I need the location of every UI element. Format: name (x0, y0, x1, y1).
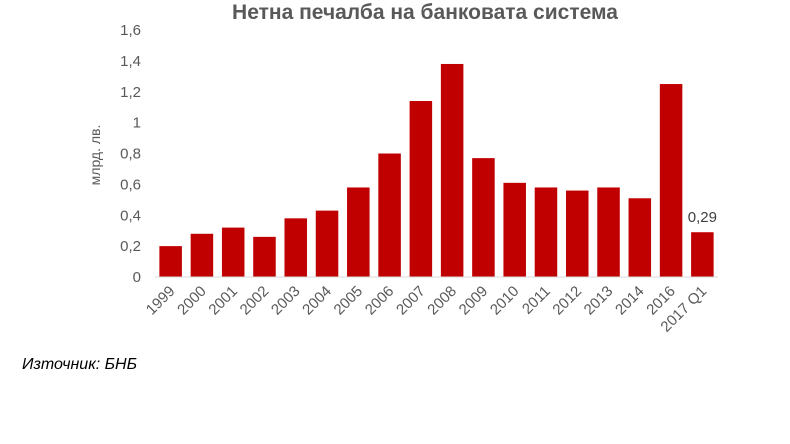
data-label: 0,29 (688, 209, 717, 226)
bar (190, 233, 214, 277)
y-tick-label: 0 (133, 269, 141, 286)
bar (347, 187, 370, 277)
bar (159, 246, 182, 277)
x-tick-label: 2001 (205, 283, 241, 319)
x-tick-label: 2006 (362, 283, 398, 319)
x-tick-label: 2014 (612, 283, 648, 319)
bar (628, 198, 652, 277)
bar (503, 182, 526, 277)
x-tick-label: 2012 (549, 283, 585, 319)
y-tick-label: 0,2 (120, 238, 141, 255)
bar (565, 190, 589, 277)
x-tick-label: 2008 (424, 283, 460, 319)
y-tick-label: 0,4 (120, 207, 141, 224)
y-tick-label: 0,6 (120, 176, 141, 193)
x-tick-label: 2000 (174, 283, 210, 319)
y-axis-label: млрд. лв. (87, 125, 103, 186)
x-tick-label: 2003 (268, 283, 304, 319)
chart-title: Нетна печалба на банковата система (232, 1, 618, 24)
y-axis-ticks: 0 0,2 0,4 0,6 0,8 1 1,2 1,4 1,6 (120, 22, 141, 286)
bar (534, 187, 558, 277)
y-tick-label: 1,2 (120, 84, 141, 101)
bar (409, 101, 433, 277)
x-tick-label: 2005 (331, 283, 367, 319)
bar (597, 187, 620, 277)
bar (378, 153, 401, 277)
x-tick-label: 2011 (519, 283, 554, 318)
y-tick-label: 0,8 (120, 146, 141, 163)
bar (315, 210, 339, 277)
x-tick-label: 2007 (393, 283, 429, 319)
bar (284, 218, 308, 277)
x-axis-ticks: 1999200020012002200320042005200620072008… (143, 283, 710, 336)
bar (440, 63, 464, 278)
y-tick-label: 1 (133, 115, 141, 132)
y-tick-label: 1,4 (120, 53, 141, 70)
data-labels: 0,29 (688, 209, 717, 226)
bar (472, 158, 495, 277)
x-tick-label: 2004 (299, 283, 335, 319)
bar (221, 227, 245, 277)
x-tick-label: 2013 (581, 283, 617, 319)
x-tick-label: 2009 (456, 283, 492, 319)
source-note: Източник: БНБ (22, 356, 138, 373)
bar (253, 236, 276, 277)
bar (691, 232, 714, 277)
x-tick-label: 2010 (487, 283, 523, 319)
x-tick-label: 1999 (143, 283, 179, 319)
bar (659, 84, 683, 277)
bars (159, 63, 714, 278)
y-tick-label: 1,6 (120, 22, 141, 39)
x-tick-label: 2002 (237, 283, 273, 319)
